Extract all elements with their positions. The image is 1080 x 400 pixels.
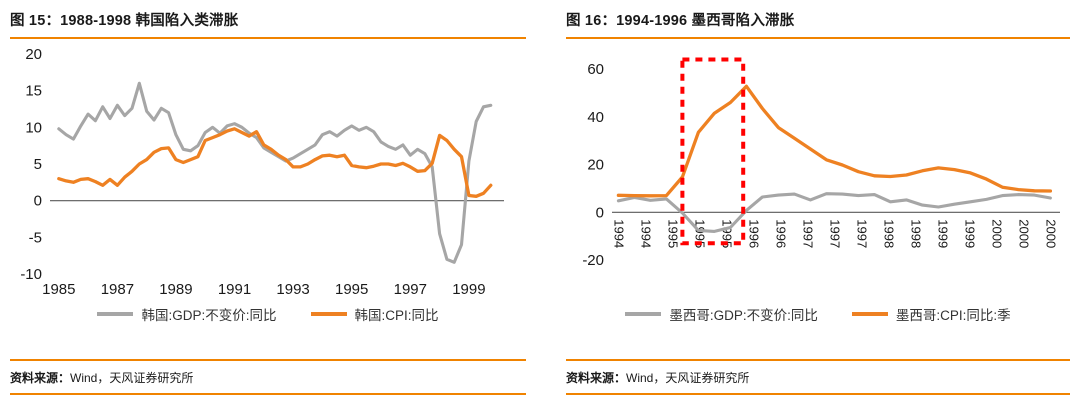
- svg-text:5: 5: [34, 156, 42, 173]
- korea-chart-legend: 韩国:GDP:不变价:同比 韩国:CPI:同比: [10, 304, 526, 324]
- svg-text:20: 20: [587, 157, 604, 174]
- svg-text:60: 60: [587, 61, 604, 78]
- legend-line-sample: [625, 312, 662, 316]
- legend-item: 墨西哥:GDP:不变价:同比: [625, 304, 818, 324]
- svg-text:1997: 1997: [394, 281, 427, 298]
- svg-text:1998: 1998: [881, 219, 896, 248]
- svg-text:1989: 1989: [159, 281, 192, 298]
- svg-text:2000: 2000: [989, 219, 1004, 248]
- svg-text:1997: 1997: [800, 219, 815, 248]
- mexico-chart-area: -20 0 20 40 60 1994 1994 1995 1995 1995 1996 1996 19…: [566, 44, 1070, 302]
- svg-text:1999: 1999: [452, 281, 485, 298]
- svg-text:2000: 2000: [1016, 219, 1031, 248]
- source-label: 资料来源：: [10, 371, 71, 385]
- svg-text:1995: 1995: [665, 219, 680, 248]
- svg-text:1996: 1996: [746, 219, 761, 248]
- source-label: 资料来源：: [566, 371, 627, 385]
- korea-chart-area: -10 -5 0 5 10 15 20 1985 1987 1989 1991 1993 1995 199…: [10, 44, 526, 302]
- legend-line-sample: [310, 312, 347, 316]
- svg-text:-10: -10: [20, 266, 42, 283]
- source-top-divider: [566, 359, 1070, 361]
- svg-text:1991: 1991: [218, 281, 251, 298]
- legend-label: 韩国:CPI:同比: [354, 308, 439, 323]
- svg-text:1997: 1997: [827, 219, 842, 248]
- source-block: 资料来源：Wind，天风证券研究所: [10, 359, 526, 395]
- svg-text:1994: 1994: [638, 219, 653, 248]
- figure-title-mexico: 图 16：1994-1996 墨西哥陷入滞胀: [566, 13, 795, 29]
- svg-text:1997: 1997: [854, 219, 869, 248]
- legend-label: 墨西哥:CPI:同比:季: [895, 308, 1011, 323]
- korea-stagflation-line-chart: -10 -5 0 5 10 15 20 1985 1987 1989 1991 1993 1995 199…: [20, 46, 504, 298]
- svg-text:20: 20: [25, 46, 42, 63]
- svg-text:0: 0: [34, 193, 42, 210]
- svg-text:40: 40: [587, 109, 604, 126]
- legend-label: 墨西哥:GDP:不变价:同比: [669, 308, 818, 323]
- source-note: 资料来源：Wind，天风证券研究所: [10, 361, 526, 393]
- legend-item: 韩国:CPI:同比: [310, 304, 439, 324]
- svg-text:-20: -20: [582, 252, 604, 269]
- source-block: 资料来源：Wind，天风证券研究所: [566, 359, 1070, 395]
- svg-text:1996: 1996: [773, 219, 788, 248]
- svg-text:1993: 1993: [276, 281, 309, 298]
- svg-text:1999: 1999: [935, 219, 950, 248]
- svg-text:1999: 1999: [962, 219, 977, 248]
- svg-text:1985: 1985: [42, 281, 75, 298]
- panel-korea: 图 15：1988-1998 韩国陷入类滞胀 -10 -5 0 5 10 15 20 1985…: [10, 13, 526, 395]
- legend-item: 墨西哥:CPI:同比:季: [851, 304, 1011, 324]
- svg-text:10: 10: [25, 119, 42, 136]
- panel-mexico: 图 16：1994-1996 墨西哥陷入滞胀 -20 0 20 40 60 1994 199…: [540, 0, 1080, 400]
- source-text: Wind，天风证券研究所: [70, 371, 194, 385]
- source-text: Wind，天风证券研究所: [626, 371, 750, 385]
- svg-text:1998: 1998: [908, 219, 923, 248]
- bottom-divider: [566, 393, 1070, 395]
- bottom-divider: [10, 393, 526, 395]
- svg-text:0: 0: [596, 204, 604, 221]
- figure-title-korea: 图 15：1988-1998 韩国陷入类滞胀: [10, 13, 239, 29]
- legend-label: 韩国:GDP:不变价:同比: [141, 308, 277, 323]
- source-top-divider: [10, 359, 526, 361]
- legend-line-sample: [97, 312, 134, 316]
- svg-text:1995: 1995: [335, 281, 368, 298]
- svg-text:2000: 2000: [1043, 219, 1058, 248]
- svg-text:15: 15: [25, 83, 42, 100]
- legend-item: 韩国:GDP:不变价:同比: [97, 304, 277, 324]
- mexico-chart-legend: 墨西哥:GDP:不变价:同比 墨西哥:CPI:同比:季: [566, 304, 1070, 324]
- svg-text:1987: 1987: [101, 281, 134, 298]
- title-divider: [10, 37, 526, 39]
- title-divider: [566, 37, 1070, 39]
- svg-text:1994: 1994: [611, 219, 626, 248]
- svg-text:-5: -5: [29, 229, 42, 246]
- source-note: 资料来源：Wind，天风证券研究所: [566, 361, 1070, 393]
- legend-line-sample: [851, 312, 888, 316]
